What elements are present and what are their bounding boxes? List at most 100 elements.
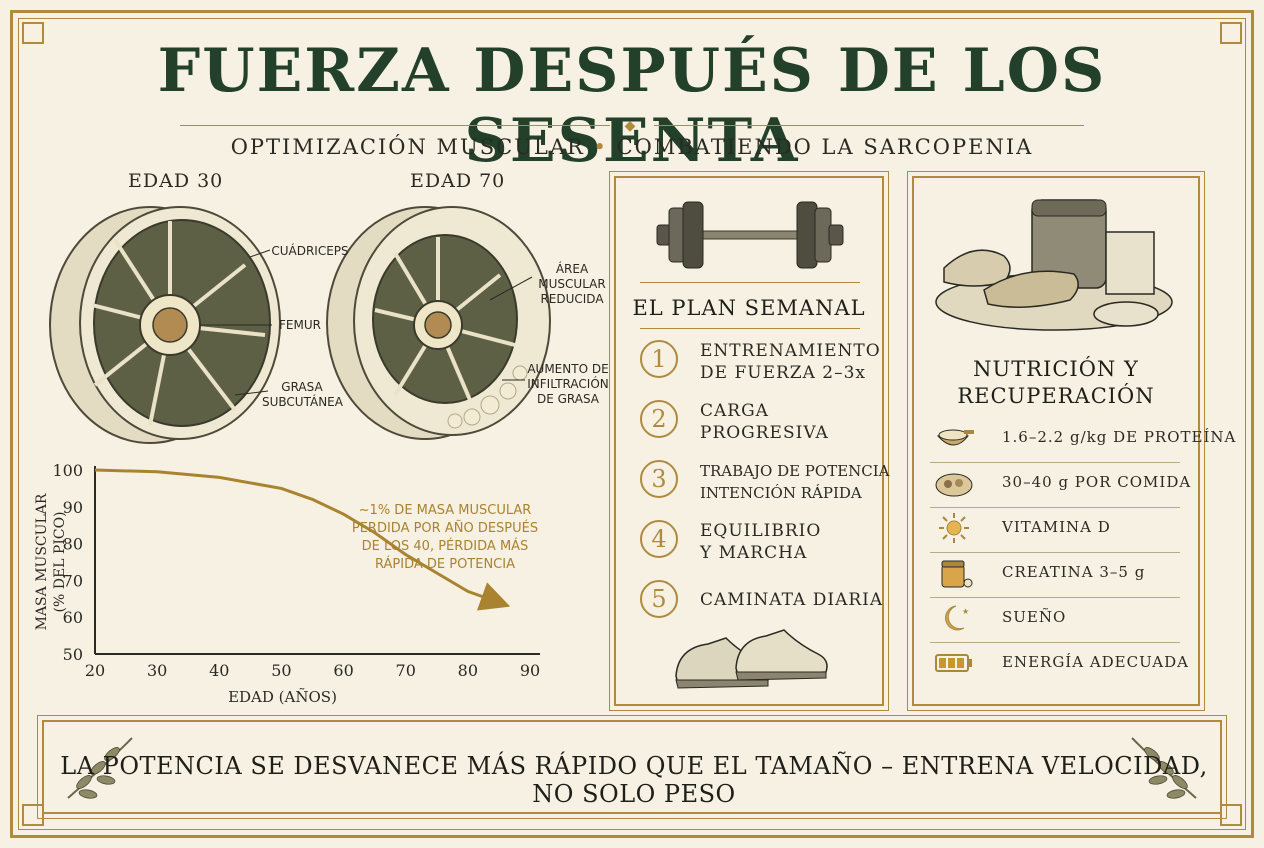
x-tick-label: 40 <box>209 661 229 680</box>
step-text: EQUILIBRIO Y MARCHA <box>700 520 821 564</box>
page-title: FUERZA DESPUÉS DE LOS SESENTA <box>157 36 1107 176</box>
chart-annotation-line: ~1% DE MASA MUSCULAR <box>359 503 532 518</box>
corner-ornament <box>1220 22 1242 44</box>
y-tick-label: 70 <box>63 571 83 590</box>
annotation-reduced-muscle: ÁREA MUSCULAR REDUCIDA <box>538 262 606 306</box>
corner-ornament <box>22 22 44 44</box>
nutrition-text: ENERGÍA ADECUADA <box>1002 653 1189 671</box>
y-axis-title: MASA MUSCULAR <box>34 493 50 630</box>
nutrition-text: 1.6–2.2 g/kg DE PROTEÍNA <box>1002 428 1237 446</box>
annotation-fat-infiltration: AUMENTO DE INFILTRACIÓN DE GRASA <box>527 362 609 406</box>
step-line: INTENCIÓN RÁPIDA <box>700 484 862 502</box>
x-tick-label: 70 <box>396 661 416 680</box>
y-tick-label: 60 <box>63 608 83 627</box>
y-tick-label: 80 <box>63 535 83 554</box>
step-line: PROGRESIVA <box>700 423 829 443</box>
x-tick-label: 30 <box>147 661 167 680</box>
corner-ornament <box>22 804 44 826</box>
nutrition-text: VITAMINA D <box>1002 518 1111 536</box>
age-30-label: EDAD 30 <box>128 170 224 192</box>
step-text: CAMINATA DIARIA <box>700 589 883 611</box>
plan-rule <box>640 328 860 329</box>
step-text: TRABAJO DE POTENCIA INTENCIÓN RÁPIDA <box>700 460 890 504</box>
step-number: 5 <box>640 580 678 618</box>
chart-annotation-line: DE LOS 40, PÉRDIDA MÁS <box>362 538 529 554</box>
annotation-quadriceps: CUÁDRICEPS <box>271 244 349 258</box>
nutrition-text: 30–40 g POR COMIDA <box>1002 473 1192 491</box>
nutrition-text: CREATINA 3–5 g <box>1002 563 1146 581</box>
nutrition-item: ENERGÍA ADECUADA <box>930 643 1188 688</box>
step-line: EQUILIBRIO <box>700 521 822 541</box>
step-text: CARGA PROGRESIVA <box>700 400 829 444</box>
banner-text: LA POTENCIA SE DESVANECE MÁS RÁPIDO QUE … <box>60 752 1208 808</box>
muscle-mass-chart: 50 60 70 80 90 100 20 30 40 50 60 70 80 90 EDAD (AÑOS)… <box>30 458 600 708</box>
inner-frame <box>18 18 1246 830</box>
x-tick-label: 80 <box>458 661 478 680</box>
title-rule <box>654 125 1084 126</box>
chart-annotation-line: RÁPIDA DE POTENCIA <box>375 556 515 572</box>
series-line <box>94 468 511 611</box>
creatine-jar-icon <box>941 560 973 588</box>
subtitle-separator: • <box>593 135 608 159</box>
bottom-banner: LA POTENCIA SE DESVANECE MÁS RÁPIDO QUE … <box>37 715 1227 819</box>
subtitle-right: COMBATIENDO LA SARCOPENIA <box>616 135 1034 159</box>
sun-icon <box>939 513 969 543</box>
y-tick-label: 100 <box>52 461 83 480</box>
x-axis-title: EDAD (AÑOS) <box>228 688 337 706</box>
annotation-subcutaneous-fat: GRASA SUBCUTÁNEA <box>262 380 343 409</box>
chart-annotation-line: PERDIDA POR AÑO DESPUÉS <box>352 520 538 536</box>
nutrition-item: ★ SUEÑO <box>930 598 1180 643</box>
step-number: 1 <box>640 340 678 378</box>
step-line: ENTRENAMIENTO <box>700 341 881 361</box>
x-tick-label: 20 <box>85 661 105 680</box>
step-line: Y MARCHA <box>700 543 808 563</box>
annotation-femur: FEMUR <box>279 318 321 332</box>
subtitle-left: OPTIMIZACIÓN MUSCULAR <box>230 135 585 159</box>
moon-icon: ★ <box>945 605 969 631</box>
step-line: TRABAJO DE POTENCIA <box>700 462 890 480</box>
laurel-left-icon <box>67 737 133 799</box>
page-subtitle: OPTIMIZACIÓN MUSCULAR • COMBATIENDO LA S… <box>0 135 1264 159</box>
nutrition-title-line: RECUPERACIÓN <box>957 384 1155 408</box>
old-thigh-section <box>326 206 551 440</box>
outer-frame <box>10 10 1254 838</box>
step-number: 3 <box>640 460 678 498</box>
step-number: 2 <box>640 400 678 438</box>
svg-text:★: ★ <box>962 607 969 616</box>
plan-rule <box>640 282 860 283</box>
chart-svg: 50 60 70 80 90 100 20 30 40 50 60 70 80 90 EDAD (AÑOS)… <box>34 461 540 706</box>
x-tick-label: 60 <box>333 661 353 680</box>
nutrition-item: CREATINA 3–5 g <box>930 553 1180 598</box>
laurel-right-icon <box>1131 737 1197 799</box>
nutrition-title-line: NUTRICIÓN Y <box>973 357 1139 381</box>
dumbbell-icon <box>656 201 844 269</box>
nutrition-item: 1.6–2.2 g/kg DE PROTEÍNA <box>930 418 1235 463</box>
thigh-cross-sections-illustration <box>49 206 551 444</box>
sneakers-icon <box>675 629 828 689</box>
nutrition-item: VITAMINA D <box>930 508 1180 553</box>
meal-plate-icon <box>935 473 973 497</box>
y-tick-label: 90 <box>63 498 83 517</box>
battery-icon <box>935 654 972 672</box>
nutrition-item: 30–40 g POR COMIDA <box>930 463 1190 508</box>
protein-scoop-icon <box>936 429 974 446</box>
step-line: CARGA <box>700 401 769 421</box>
plan-title: EL PLAN SEMANAL <box>632 296 866 320</box>
young-thigh-section <box>49 206 281 444</box>
age-70-label: EDAD 70 <box>410 170 506 192</box>
step-line: DE FUERZA 2–3x <box>700 363 866 383</box>
step-line: CAMINATA DIARIA <box>700 590 884 610</box>
x-tick-label: 50 <box>271 661 291 680</box>
ornament-icon: ◆ <box>624 118 636 134</box>
weekly-plan-panel <box>609 171 889 711</box>
y-axis-title: (% DEL PICO) <box>52 511 68 612</box>
nutrition-panel <box>907 171 1205 711</box>
food-illustration <box>935 199 1173 331</box>
corner-ornament <box>1220 804 1242 826</box>
title-rule <box>180 125 610 126</box>
step-number: 4 <box>640 520 678 558</box>
step-text: ENTRENAMIENTO DE FUERZA 2–3x <box>700 340 881 384</box>
x-tick-label: 90 <box>520 661 540 680</box>
nutrition-text: SUEÑO <box>1002 608 1067 626</box>
nutrition-title: NUTRICIÓN Y RECUPERACIÓN <box>912 356 1200 410</box>
